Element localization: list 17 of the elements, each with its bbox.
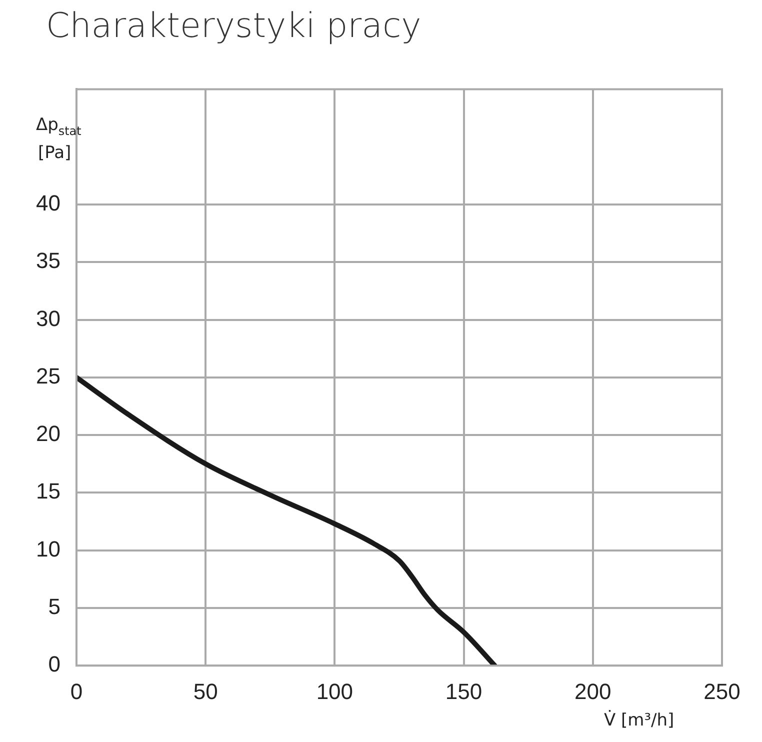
y-tick-label: 10 bbox=[36, 536, 60, 562]
x-axis-title: V̇ [m³/h] bbox=[604, 710, 674, 731]
y-tick-label: 25 bbox=[36, 363, 60, 388]
x-tick-label: 0 bbox=[70, 678, 83, 704]
x-tick-label: 250 bbox=[704, 678, 740, 704]
x-tick-label: 100 bbox=[316, 678, 354, 704]
y-tick-label: 0 bbox=[48, 652, 60, 677]
y-tick-label: 5 bbox=[48, 594, 60, 620]
x-tick-label: 150 bbox=[445, 678, 482, 704]
y-tick-label: 30 bbox=[36, 306, 60, 331]
chart-title: Charakterystyki pracy bbox=[46, 6, 422, 46]
x-tick-label: 50 bbox=[193, 678, 218, 704]
x-tick-label: 200 bbox=[574, 678, 612, 704]
y-tick-label: 40 bbox=[36, 190, 60, 216]
y-tick-label: 20 bbox=[36, 421, 60, 446]
y-tick-label: 15 bbox=[36, 478, 60, 504]
y-tick-label: 35 bbox=[36, 248, 60, 274]
